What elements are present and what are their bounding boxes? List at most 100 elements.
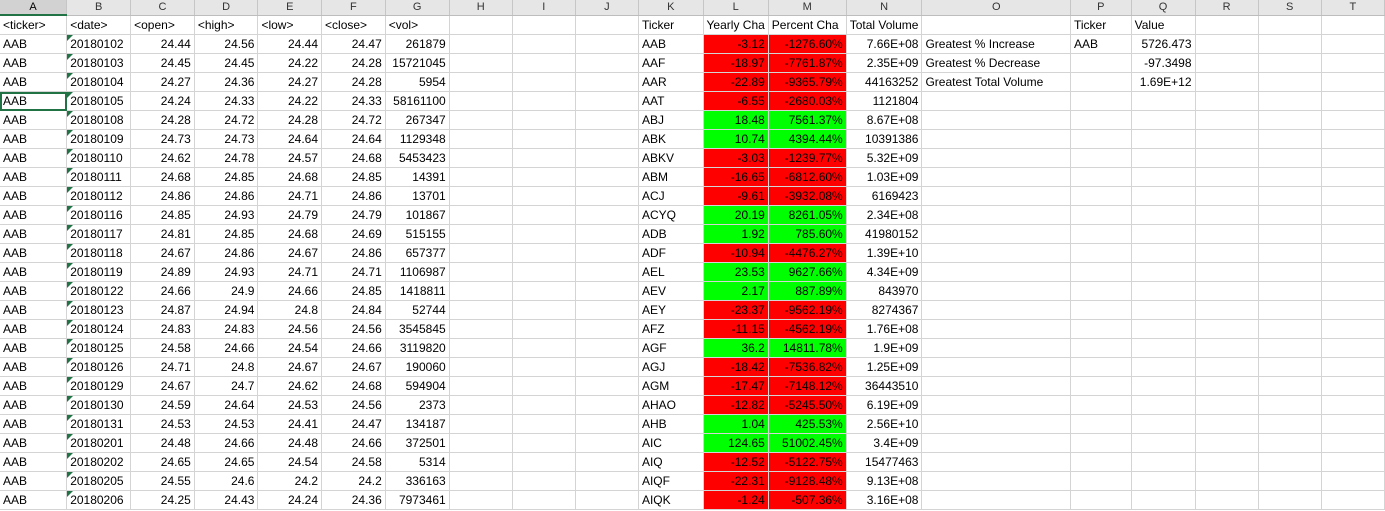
empty-cell[interactable] — [449, 167, 513, 187]
summary-volume-cell[interactable]: 2.34E+08 — [846, 205, 923, 225]
close-cell[interactable]: 24.66 — [321, 433, 386, 453]
empty-cell[interactable] — [512, 414, 576, 434]
empty-cell[interactable] — [1321, 490, 1385, 510]
vol-cell[interactable]: 101867 — [385, 205, 450, 225]
date-cell[interactable]: 20180125 — [66, 338, 132, 358]
open-cell[interactable]: 24.85 — [130, 205, 195, 225]
empty-cell[interactable] — [575, 110, 639, 130]
date-cell[interactable]: 20180108 — [66, 110, 132, 130]
empty-cell[interactable] — [921, 300, 1071, 320]
empty-cell[interactable] — [1195, 205, 1259, 225]
empty-cell[interactable] — [575, 262, 639, 282]
summary-percent-cell[interactable]: 4394.44% — [768, 129, 847, 149]
empty-cell[interactable] — [449, 262, 513, 282]
date-cell[interactable]: 20180130 — [66, 395, 132, 415]
empty-cell[interactable] — [1258, 110, 1322, 130]
summary-percent-cell[interactable]: -9128.48% — [768, 471, 847, 491]
stock-header-cell[interactable]: <open> — [130, 15, 195, 35]
summary-volume-cell[interactable]: 1.39E+10 — [846, 243, 923, 263]
high-cell[interactable]: 24.85 — [194, 224, 259, 244]
summary-ticker-cell[interactable]: AAB — [638, 34, 704, 54]
close-cell[interactable]: 24.47 — [321, 34, 386, 54]
low-cell[interactable]: 24.68 — [257, 224, 323, 244]
empty-cell[interactable] — [921, 338, 1071, 358]
empty-cell[interactable] — [1258, 15, 1322, 35]
empty-cell[interactable] — [921, 186, 1071, 206]
empty-cell[interactable] — [512, 224, 576, 244]
high-cell[interactable]: 24.73 — [194, 129, 259, 149]
ticker-cell[interactable]: AAB — [0, 243, 68, 263]
ticker-cell[interactable]: AAB — [0, 205, 68, 225]
empty-cell[interactable] — [449, 205, 513, 225]
empty-cell[interactable] — [1131, 414, 1196, 434]
stats-header-cell[interactable]: Ticker — [1070, 15, 1132, 35]
column-header-h[interactable]: H — [449, 0, 513, 16]
low-cell[interactable]: 24.66 — [257, 281, 323, 301]
empty-cell[interactable] — [1070, 490, 1132, 510]
column-header-n[interactable]: N — [846, 0, 923, 16]
empty-cell[interactable] — [1258, 338, 1322, 358]
summary-volume-cell[interactable]: 36443510 — [846, 376, 923, 396]
ticker-cell[interactable]: AAB — [0, 395, 68, 415]
close-cell[interactable]: 24.47 — [321, 414, 386, 434]
close-cell[interactable]: 24.84 — [321, 300, 386, 320]
high-cell[interactable]: 24.78 — [194, 148, 259, 168]
empty-cell[interactable] — [1131, 357, 1196, 377]
open-cell[interactable]: 24.73 — [130, 129, 195, 149]
open-cell[interactable]: 24.67 — [130, 376, 195, 396]
empty-cell[interactable] — [1195, 338, 1259, 358]
ticker-cell[interactable]: AAB — [0, 490, 68, 510]
summary-volume-cell[interactable]: 1.25E+09 — [846, 357, 923, 377]
empty-cell[interactable] — [1321, 471, 1385, 491]
empty-cell[interactable] — [1195, 224, 1259, 244]
empty-cell[interactable] — [1258, 148, 1322, 168]
empty-cell[interactable] — [449, 243, 513, 263]
date-cell[interactable]: 20180123 — [66, 300, 132, 320]
summary-percent-cell[interactable]: 785.60% — [768, 224, 847, 244]
summary-ticker-cell[interactable]: AGM — [638, 376, 704, 396]
summary-change-cell[interactable]: 36.2 — [703, 338, 769, 358]
empty-cell[interactable] — [1195, 471, 1259, 491]
open-cell[interactable]: 24.65 — [130, 452, 195, 472]
low-cell[interactable]: 24.2 — [257, 471, 323, 491]
empty-cell[interactable] — [1321, 72, 1385, 92]
empty-cell[interactable] — [1070, 357, 1132, 377]
ticker-cell[interactable]: AAB — [0, 414, 68, 434]
summary-change-cell[interactable]: 18.48 — [703, 110, 769, 130]
empty-cell[interactable] — [449, 357, 513, 377]
empty-cell[interactable] — [1321, 148, 1385, 168]
empty-cell[interactable] — [512, 167, 576, 187]
date-cell[interactable]: 20180202 — [66, 452, 132, 472]
low-cell[interactable]: 24.22 — [257, 91, 323, 111]
low-cell[interactable]: 24.22 — [257, 53, 323, 73]
empty-cell[interactable] — [1195, 129, 1259, 149]
low-cell[interactable]: 24.53 — [257, 395, 323, 415]
stats-value-cell[interactable]: 1.69E+12 — [1131, 72, 1196, 92]
stats-label-cell[interactable]: Greatest % Decrease — [921, 53, 1071, 73]
column-header-i[interactable]: I — [512, 0, 576, 16]
open-cell[interactable]: 24.67 — [130, 243, 195, 263]
empty-cell[interactable] — [1131, 338, 1196, 358]
empty-cell[interactable] — [921, 15, 1071, 35]
close-cell[interactable]: 24.56 — [321, 319, 386, 339]
summary-header-cell[interactable]: Yearly Cha — [703, 15, 769, 35]
summary-volume-cell[interactable]: 5.32E+09 — [846, 148, 923, 168]
empty-cell[interactable] — [1070, 167, 1132, 187]
column-header-m[interactable]: M — [768, 0, 847, 16]
summary-header-cell[interactable]: Total Volume — [846, 15, 923, 35]
empty-cell[interactable] — [512, 129, 576, 149]
empty-cell[interactable] — [1070, 319, 1132, 339]
empty-cell[interactable] — [512, 357, 576, 377]
vol-cell[interactable]: 3119820 — [385, 338, 450, 358]
empty-cell[interactable] — [512, 148, 576, 168]
empty-cell[interactable] — [921, 433, 1071, 453]
empty-cell[interactable] — [1131, 262, 1196, 282]
ticker-cell[interactable]: AAB — [0, 91, 68, 111]
empty-cell[interactable] — [1321, 395, 1385, 415]
low-cell[interactable]: 24.68 — [257, 167, 323, 187]
vol-cell[interactable]: 3545845 — [385, 319, 450, 339]
open-cell[interactable]: 24.28 — [130, 110, 195, 130]
empty-cell[interactable] — [1195, 72, 1259, 92]
summary-ticker-cell[interactable]: ACYQ — [638, 205, 704, 225]
